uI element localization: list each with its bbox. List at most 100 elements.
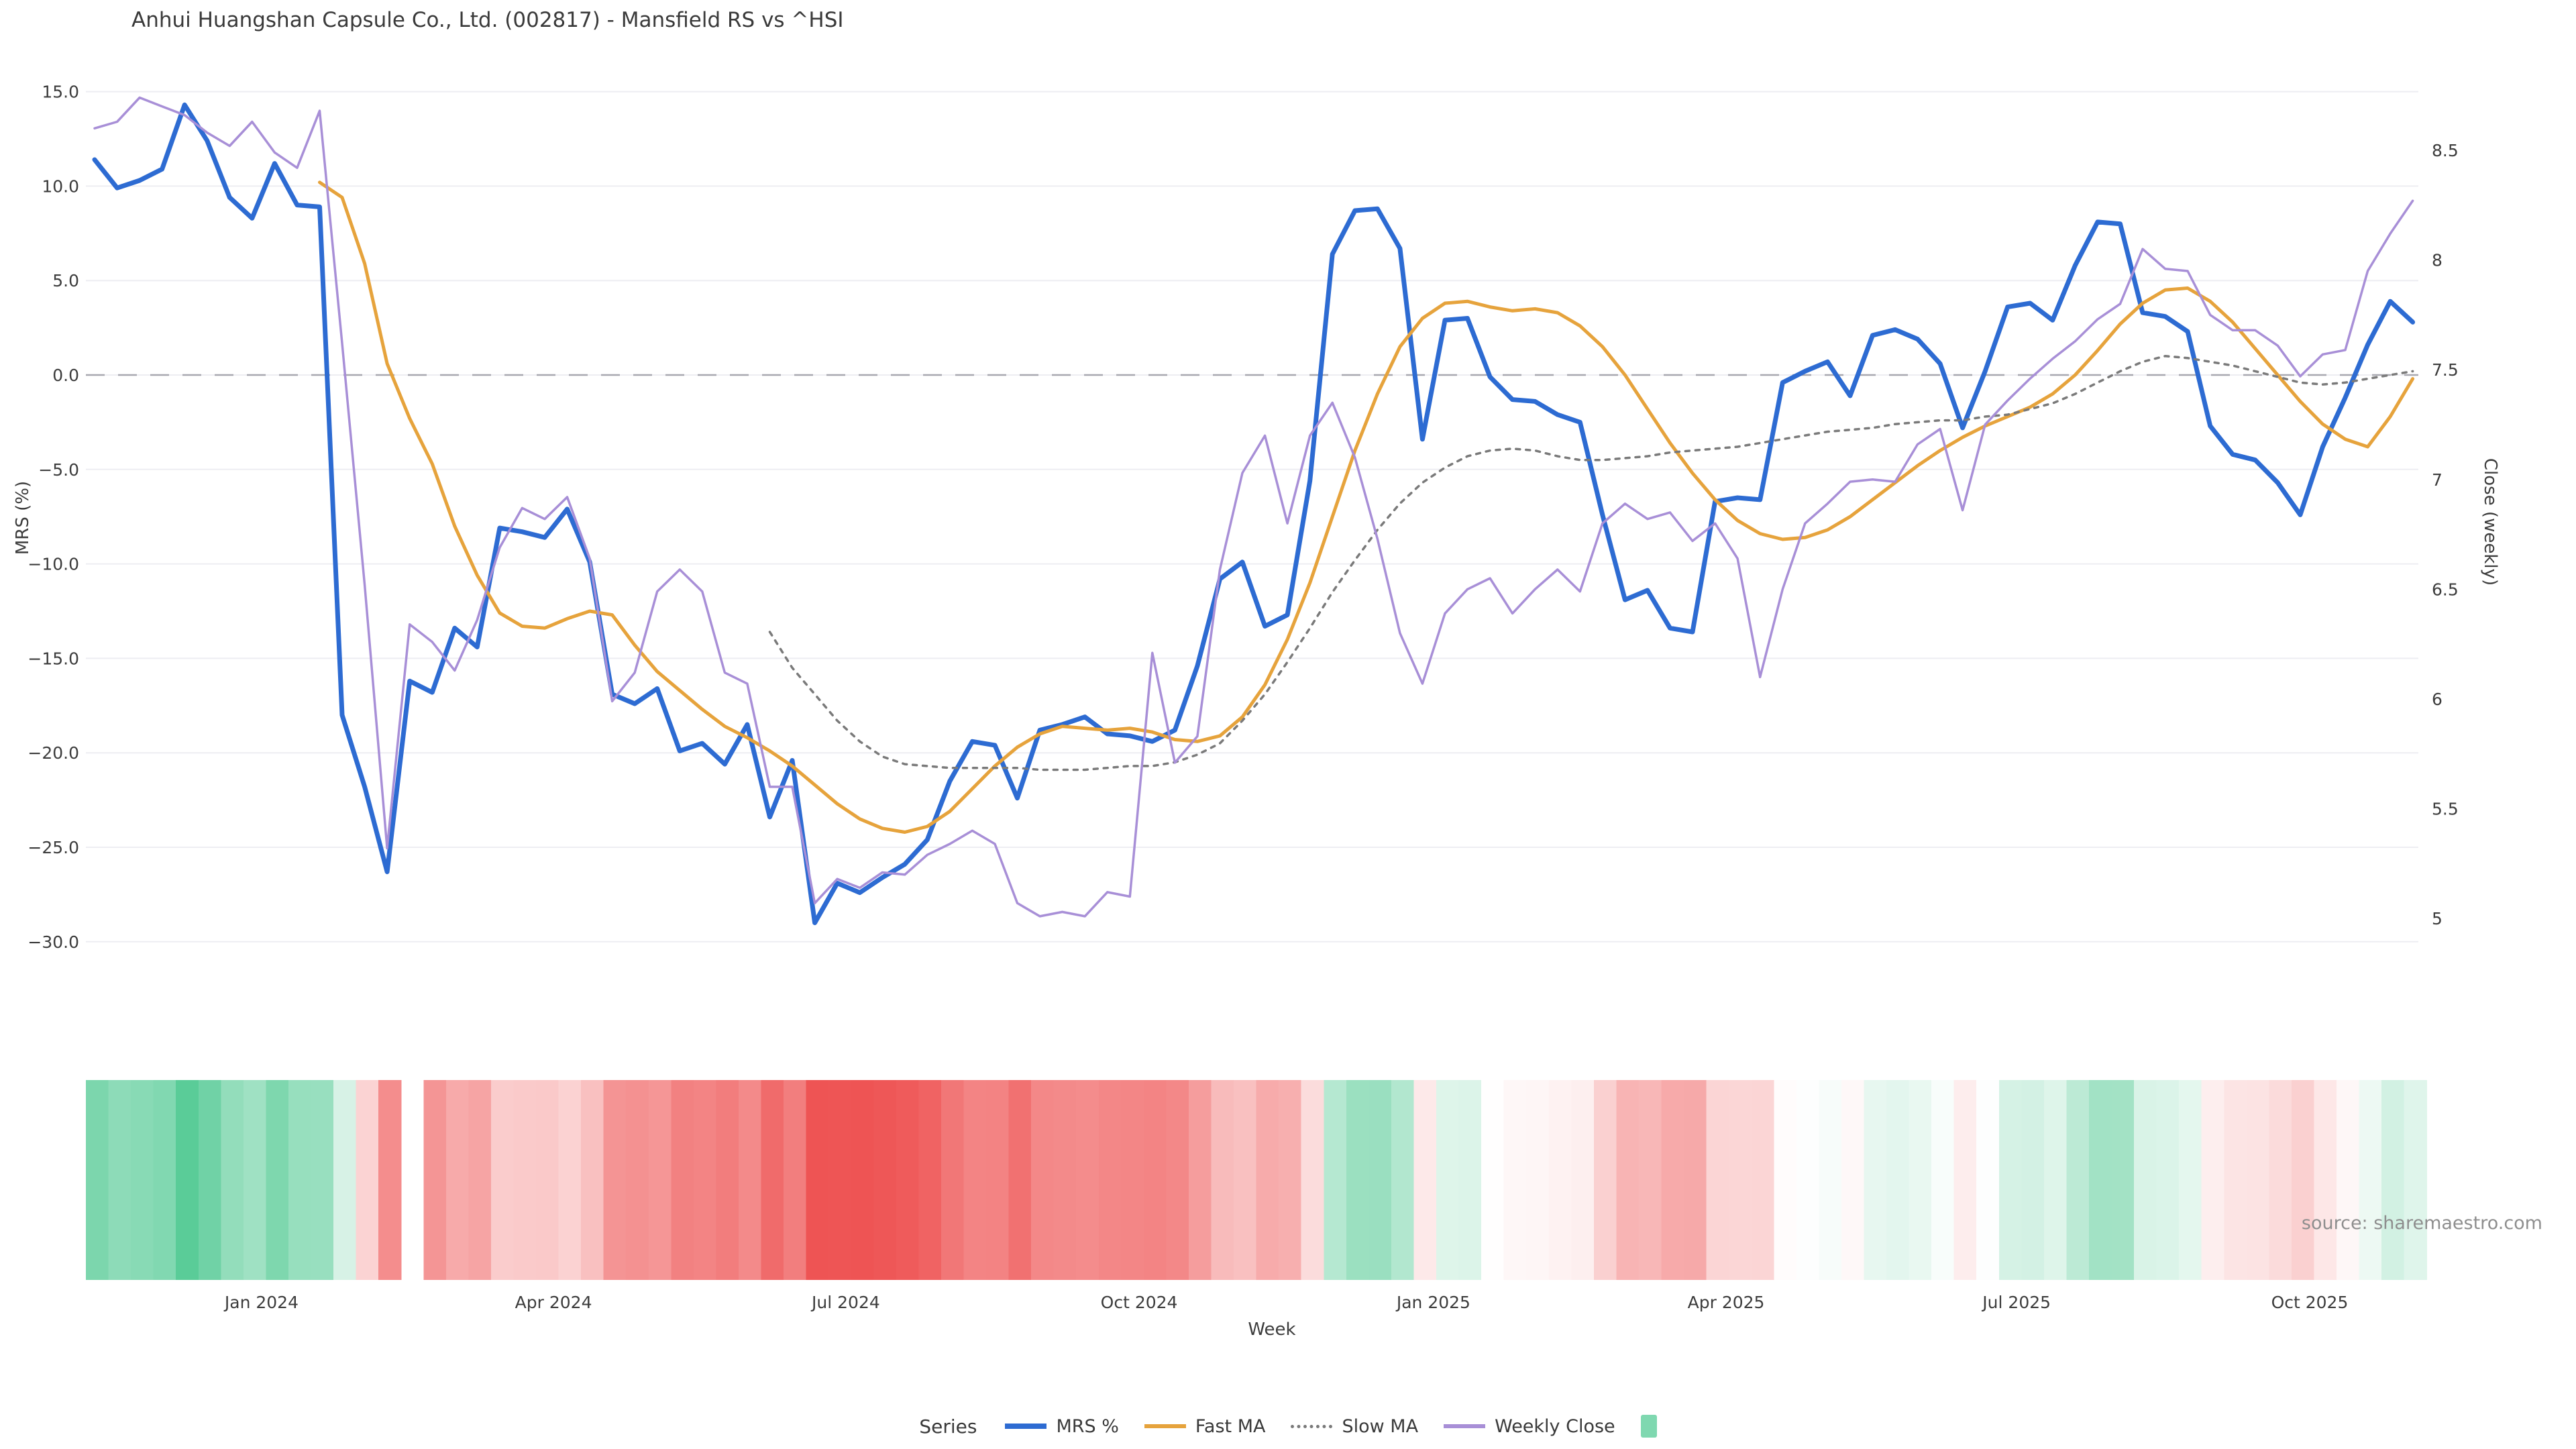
heatmap-cell	[1188, 1080, 1212, 1280]
heatmap-cell	[1053, 1080, 1077, 1280]
heatmap-cell	[468, 1080, 492, 1280]
mrs--swatch-icon	[1005, 1424, 1047, 1429]
heatmap-cell	[761, 1080, 784, 1280]
heatmap-cell	[1211, 1080, 1234, 1280]
heatmap-cell	[1616, 1080, 1640, 1280]
legend-item-slow-ma: Slow MA	[1291, 1416, 1418, 1437]
heatmap-cell	[1774, 1080, 1797, 1280]
y-left-tick-label: −25.0	[28, 838, 79, 857]
fast-ma-line	[318, 180, 2415, 834]
heatmap-cell	[423, 1080, 447, 1280]
heatmap-cell	[1436, 1080, 1460, 1280]
heatmap-cell	[1368, 1080, 1392, 1280]
heatmap-cell	[1661, 1080, 1684, 1280]
heatmap-cell	[1031, 1080, 1055, 1280]
heatmap-cell	[784, 1080, 807, 1280]
heatmap-cell	[851, 1080, 874, 1280]
heatmap-cell	[1503, 1080, 1527, 1280]
x-tick-label: Oct 2024	[1101, 1293, 1178, 1312]
heatmap-cell	[716, 1080, 739, 1280]
heatmap-cell	[2381, 1080, 2405, 1280]
heatmap-cell	[1864, 1080, 1887, 1280]
x-tick-label: Oct 2025	[2271, 1293, 2349, 1312]
heatmap-cell	[1256, 1080, 1279, 1280]
heatmap-cell	[1166, 1080, 1189, 1280]
heatmap-cell	[1819, 1080, 1842, 1280]
y-left-tick-label: 10.0	[42, 176, 79, 196]
heatmap-cell	[1729, 1080, 1752, 1280]
heatmap-cell	[2246, 1080, 2269, 1280]
heatmap-cell	[896, 1080, 919, 1280]
heatmap-cell	[356, 1080, 379, 1280]
heatmap-cell	[1413, 1080, 1437, 1280]
heatmap-cell	[243, 1080, 266, 1280]
slow-ma-line	[768, 355, 2414, 771]
slow-ma-swatch-icon	[1291, 1424, 1333, 1428]
heatmap-cell	[873, 1080, 897, 1280]
legend-item-weekly-close: Weekly Close	[1444, 1416, 1615, 1437]
heatmap-cell	[2179, 1080, 2202, 1280]
heatmap-cell	[671, 1080, 694, 1280]
y-left-tick-label: −30.0	[28, 932, 79, 952]
weekly-close-swatch-icon	[1444, 1424, 1486, 1428]
heatmap-cell	[2201, 1080, 2224, 1280]
heatmap-cell	[693, 1080, 716, 1280]
y-right-tick-label: 5	[2432, 909, 2443, 928]
heatmap-cell	[131, 1080, 154, 1280]
heatmap-cell	[1234, 1080, 1257, 1280]
heatmap-cell	[918, 1080, 942, 1280]
legend-title: Series	[919, 1415, 977, 1438]
heatmap-cell	[1076, 1080, 1099, 1280]
heatmap-cell	[1886, 1080, 1910, 1280]
heatmap-cell	[1098, 1080, 1122, 1280]
heatmap-cell	[2337, 1080, 2360, 1280]
x-axis-title: Week	[1248, 1320, 1295, 1340]
heatmap-cell	[311, 1080, 334, 1280]
y-left-tick-label: 5.0	[52, 271, 79, 290]
heatmap-cell	[1279, 1080, 1302, 1280]
weekly-close-line	[93, 96, 2414, 918]
y-left-tick-label: −5.0	[38, 460, 79, 480]
heatmap-cell	[626, 1080, 649, 1280]
y-right-tick-label: 8	[2432, 251, 2443, 270]
y-right-tick-label: 8.5	[2432, 141, 2459, 160]
heatmap-cell	[1684, 1080, 1707, 1280]
y-left-tick-label: −10.0	[28, 555, 79, 574]
y-right-tick-label: 7	[2432, 470, 2443, 490]
heatmap-cell	[266, 1080, 289, 1280]
heatmap-cell	[963, 1080, 987, 1280]
x-tick-label: Apr 2024	[515, 1293, 592, 1312]
heatmap-cell	[378, 1080, 402, 1280]
legend-item-heatmap	[1640, 1415, 1657, 1438]
heatmap-cell	[2066, 1080, 2090, 1280]
heatmap-cell	[536, 1080, 559, 1280]
heatmap-cell	[1391, 1080, 1415, 1280]
heatmap-cell	[1121, 1080, 1144, 1280]
heatmap-cell	[1324, 1080, 1347, 1280]
y-right-tick-label: 6	[2432, 690, 2443, 709]
heatmap-cell	[806, 1080, 829, 1280]
heatmap-cell	[828, 1080, 852, 1280]
legend-item-fast-ma: Fast MA	[1144, 1416, 1265, 1437]
y-right-tick-label: 7.5	[2432, 360, 2459, 380]
heatmap-cell	[1481, 1080, 1505, 1280]
heatmap-cell	[2269, 1080, 2292, 1280]
heatmap-cell	[581, 1080, 604, 1280]
heatmap-cell	[1548, 1080, 1572, 1280]
heatmap-cell	[603, 1080, 627, 1280]
heatmap-cell	[1526, 1080, 1550, 1280]
heatmap-cell	[1931, 1080, 1955, 1280]
x-tick-label: Apr 2025	[1688, 1293, 1765, 1312]
heatmap-cell	[1571, 1080, 1595, 1280]
heatmap-cell	[176, 1080, 199, 1280]
heatmap-cell	[513, 1080, 537, 1280]
heatmap-cell	[1841, 1080, 1865, 1280]
heatmap-cell	[2156, 1080, 2180, 1280]
heatmap-cell	[738, 1080, 762, 1280]
heatmap-cell	[1953, 1080, 1977, 1280]
y-left-tick-label: −15.0	[28, 649, 79, 668]
chart-title: Anhui Huangshan Capsule Co., Ltd. (00281…	[131, 8, 844, 32]
heatmap-cell	[288, 1080, 312, 1280]
